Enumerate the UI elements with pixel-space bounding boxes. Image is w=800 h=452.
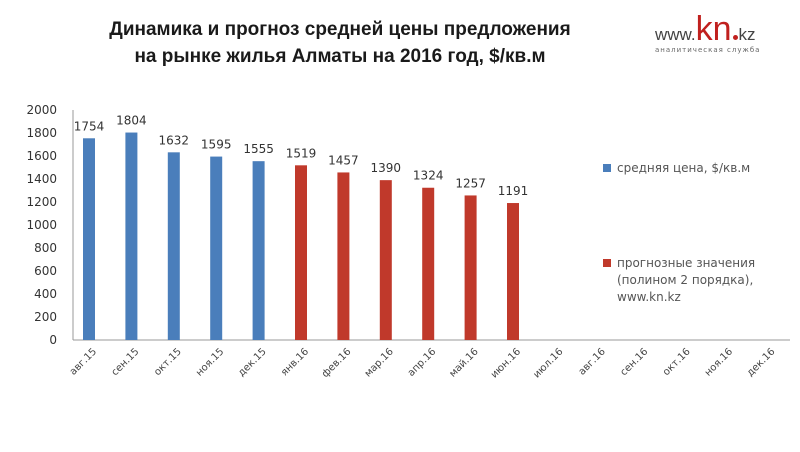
legend-swatch-blue xyxy=(603,164,611,172)
bar-value-label: 1632 xyxy=(159,133,190,147)
kn-logo: www.kn kz аналитическая служба xyxy=(655,12,795,54)
y-tick-label: 2000 xyxy=(26,103,57,117)
bar-value-label: 1804 xyxy=(116,114,147,128)
x-axis-labels: авг.15 сен.15 окт.15 ноя.15 дек.15 янв.16 фев.… xyxy=(68,346,778,380)
legend-label-actual: средняя цена, $/кв.м xyxy=(617,161,751,175)
chart-title: Динамика и прогноз средней цены предложе… xyxy=(40,16,640,70)
x-tick-label: янв.16 xyxy=(279,346,311,378)
bar xyxy=(507,203,519,340)
bar xyxy=(125,132,138,340)
x-tick-label: май.16 xyxy=(447,346,480,379)
bar xyxy=(210,156,223,340)
title-line-2: на рынке жилья Алматы на 2016 год, $/кв.… xyxy=(134,46,546,67)
bar xyxy=(295,165,307,340)
bar xyxy=(422,187,435,340)
title-line-1: Динамика и прогноз средней цены предложе… xyxy=(109,19,571,40)
bar xyxy=(464,195,477,340)
bar-value-label: 1555 xyxy=(243,142,274,156)
legend-swatch-red xyxy=(603,259,611,267)
y-tick-label: 1200 xyxy=(26,195,57,209)
bar-value-label: 1257 xyxy=(455,176,486,190)
x-tick-label: авг.16 xyxy=(577,346,608,377)
bar-value-label: 1519 xyxy=(286,146,317,160)
x-tick-label: фев.16 xyxy=(320,346,354,380)
logo-dot-icon xyxy=(732,35,738,40)
bar xyxy=(337,172,350,340)
y-tick-label: 600 xyxy=(34,264,57,278)
logo-kz: kz xyxy=(738,25,756,44)
bar xyxy=(167,152,180,340)
bar-value-label: 1324 xyxy=(413,169,444,183)
y-tick-label: 1600 xyxy=(26,149,57,163)
x-tick-label: сен.16 xyxy=(618,346,650,378)
y-tick-label: 200 xyxy=(34,310,57,324)
legend-item-actual: средняя цена, $/кв.м xyxy=(603,160,750,177)
x-tick-label: апр.16 xyxy=(406,346,438,378)
bar xyxy=(252,161,265,340)
x-tick-label: сен.15 xyxy=(110,346,142,378)
bar-value-label: 1390 xyxy=(371,161,402,175)
legend-item-forecast: прогнозные значения (полином 2 порядка),… xyxy=(603,255,755,306)
legend-label-forecast-2: (полином 2 порядка), xyxy=(617,273,754,287)
legend-label-forecast-3: www.kn.kz xyxy=(617,290,681,304)
x-tick-label: мар.16 xyxy=(363,346,396,379)
logo-subtitle: аналитическая служба xyxy=(655,46,761,54)
y-tick-label: 400 xyxy=(34,287,57,301)
x-tick-label: дек.16 xyxy=(745,346,778,379)
y-tick-label: 1400 xyxy=(26,172,57,186)
y-tick-label: 800 xyxy=(34,241,57,255)
y-axis-ticks: 0 200 400 600 800 1000 1200 1400 1600 1800 2000 xyxy=(26,103,57,347)
bar-value-label: 1754 xyxy=(74,119,105,133)
x-tick-label: ноя.15 xyxy=(194,346,226,378)
bar xyxy=(379,180,392,340)
x-tick-label: ноя.16 xyxy=(703,346,735,378)
x-tick-label: июл.16 xyxy=(531,346,565,380)
bar-value-label: 1595 xyxy=(201,138,232,152)
x-tick-label: окт.16 xyxy=(661,346,693,378)
logo-kn: kn xyxy=(695,10,732,48)
x-tick-label: июн.16 xyxy=(489,346,523,380)
y-tick-label: 0 xyxy=(49,333,57,347)
bars: 1754 1804 1632 1595 1555 1519 1457 1390 1324 1257… xyxy=(74,114,529,340)
y-tick-label: 1800 xyxy=(26,126,57,140)
x-tick-label: окт.15 xyxy=(152,346,184,378)
bar-value-label: 1191 xyxy=(498,184,529,198)
bar xyxy=(83,138,95,340)
bar-value-label: 1457 xyxy=(328,153,359,167)
x-tick-label: авг.15 xyxy=(68,346,99,377)
legend-label-forecast-1: прогнозные значения xyxy=(617,256,756,270)
y-tick-label: 1000 xyxy=(26,218,57,232)
x-tick-label: дек.15 xyxy=(236,346,269,379)
logo-www: www. xyxy=(655,25,696,44)
